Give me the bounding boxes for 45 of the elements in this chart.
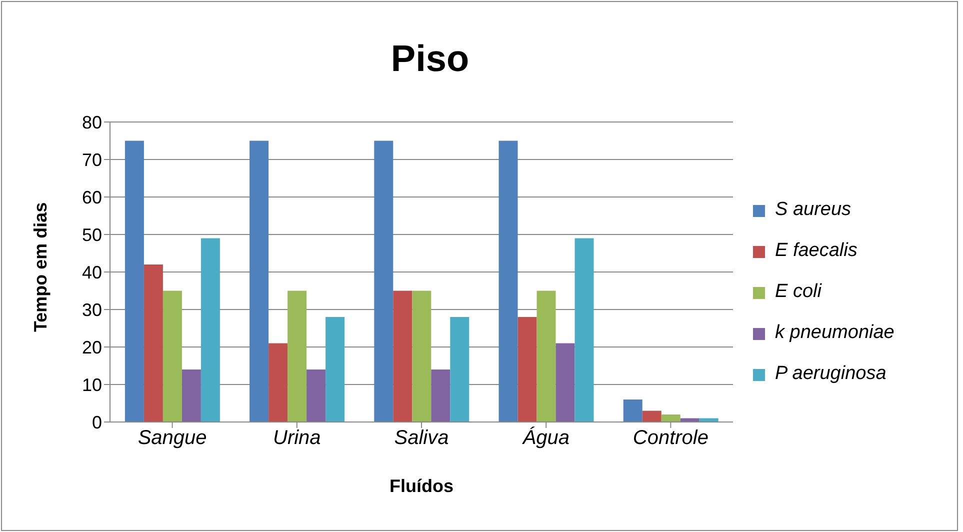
bar (536, 290, 556, 422)
bar (623, 400, 642, 422)
y-tick-label: 10 (82, 374, 102, 395)
y-tick-label: 20 (82, 337, 102, 358)
y-tick-label: 0 (92, 412, 102, 432)
legend-label: E faecalis (775, 240, 858, 261)
bar (642, 410, 662, 422)
x-axis-title: Fluídos (390, 476, 454, 496)
bar (661, 414, 680, 422)
bar (374, 140, 394, 422)
y-tick-label: 70 (82, 150, 102, 170)
x-tick-label: Sangue (138, 427, 207, 450)
bar (431, 370, 450, 422)
bar (144, 264, 163, 422)
bar (124, 140, 144, 422)
chart-title: Piso (390, 38, 470, 80)
y-tick-label: 50 (82, 224, 102, 245)
bar (306, 370, 326, 422)
x-tick-label: Saliva (394, 427, 449, 450)
legend-label: E coli (775, 281, 822, 302)
bar (250, 140, 269, 422)
bar (326, 317, 345, 422)
bar (268, 343, 288, 422)
bar (450, 317, 470, 422)
legend-label: k pneumoniae (775, 322, 894, 343)
x-tick-label: Controle (632, 427, 709, 450)
y-tick-label: 60 (82, 187, 102, 208)
bar (288, 290, 307, 422)
bar (498, 140, 518, 422)
x-tick-label: Urina (273, 427, 321, 450)
bar (518, 317, 537, 422)
bar (162, 290, 182, 422)
bar (393, 290, 412, 422)
bar (574, 238, 594, 422)
y-tick-label: 30 (82, 300, 102, 320)
y-tick-label: 40 (82, 262, 102, 282)
bar (200, 238, 220, 422)
bar (556, 343, 575, 422)
x-tick-label: Água (522, 426, 570, 450)
y-axis-title: Tempo em dias (30, 202, 50, 332)
y-tick-label: 80 (82, 112, 102, 132)
legend-label: S aureus (775, 199, 852, 220)
bar (412, 290, 432, 422)
legend-label: P aeruginosa (775, 363, 886, 384)
bar (182, 370, 201, 422)
